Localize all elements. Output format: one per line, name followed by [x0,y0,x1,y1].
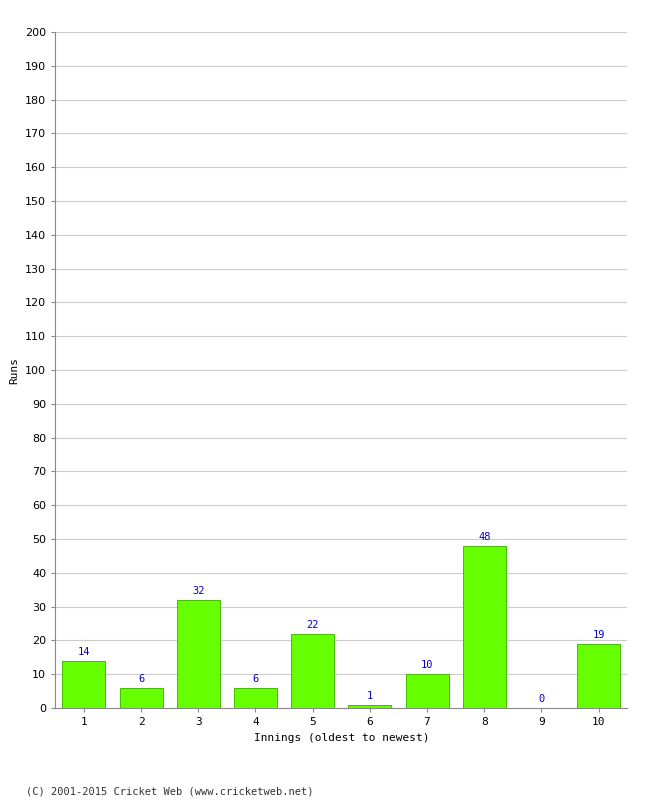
Text: 1: 1 [367,690,373,701]
Text: 19: 19 [592,630,605,640]
Bar [177,600,220,708]
Text: (C) 2001-2015 Cricket Web (www.cricketweb.net): (C) 2001-2015 Cricket Web (www.cricketwe… [26,786,313,796]
Bar [348,705,391,708]
Text: 10: 10 [421,660,434,670]
Bar [406,674,448,708]
Text: 6: 6 [138,674,144,684]
Text: 32: 32 [192,586,205,596]
Bar [120,688,162,708]
Bar [463,546,506,708]
Y-axis label: Runs: Runs [10,357,20,383]
Text: 6: 6 [252,674,259,684]
X-axis label: Innings (oldest to newest): Innings (oldest to newest) [254,733,429,742]
Text: 0: 0 [538,694,545,704]
Bar [62,661,105,708]
Bar [291,634,334,708]
Text: 14: 14 [77,646,90,657]
Text: 48: 48 [478,532,491,542]
Text: 22: 22 [306,619,319,630]
Bar [234,688,277,708]
Bar [577,644,620,708]
